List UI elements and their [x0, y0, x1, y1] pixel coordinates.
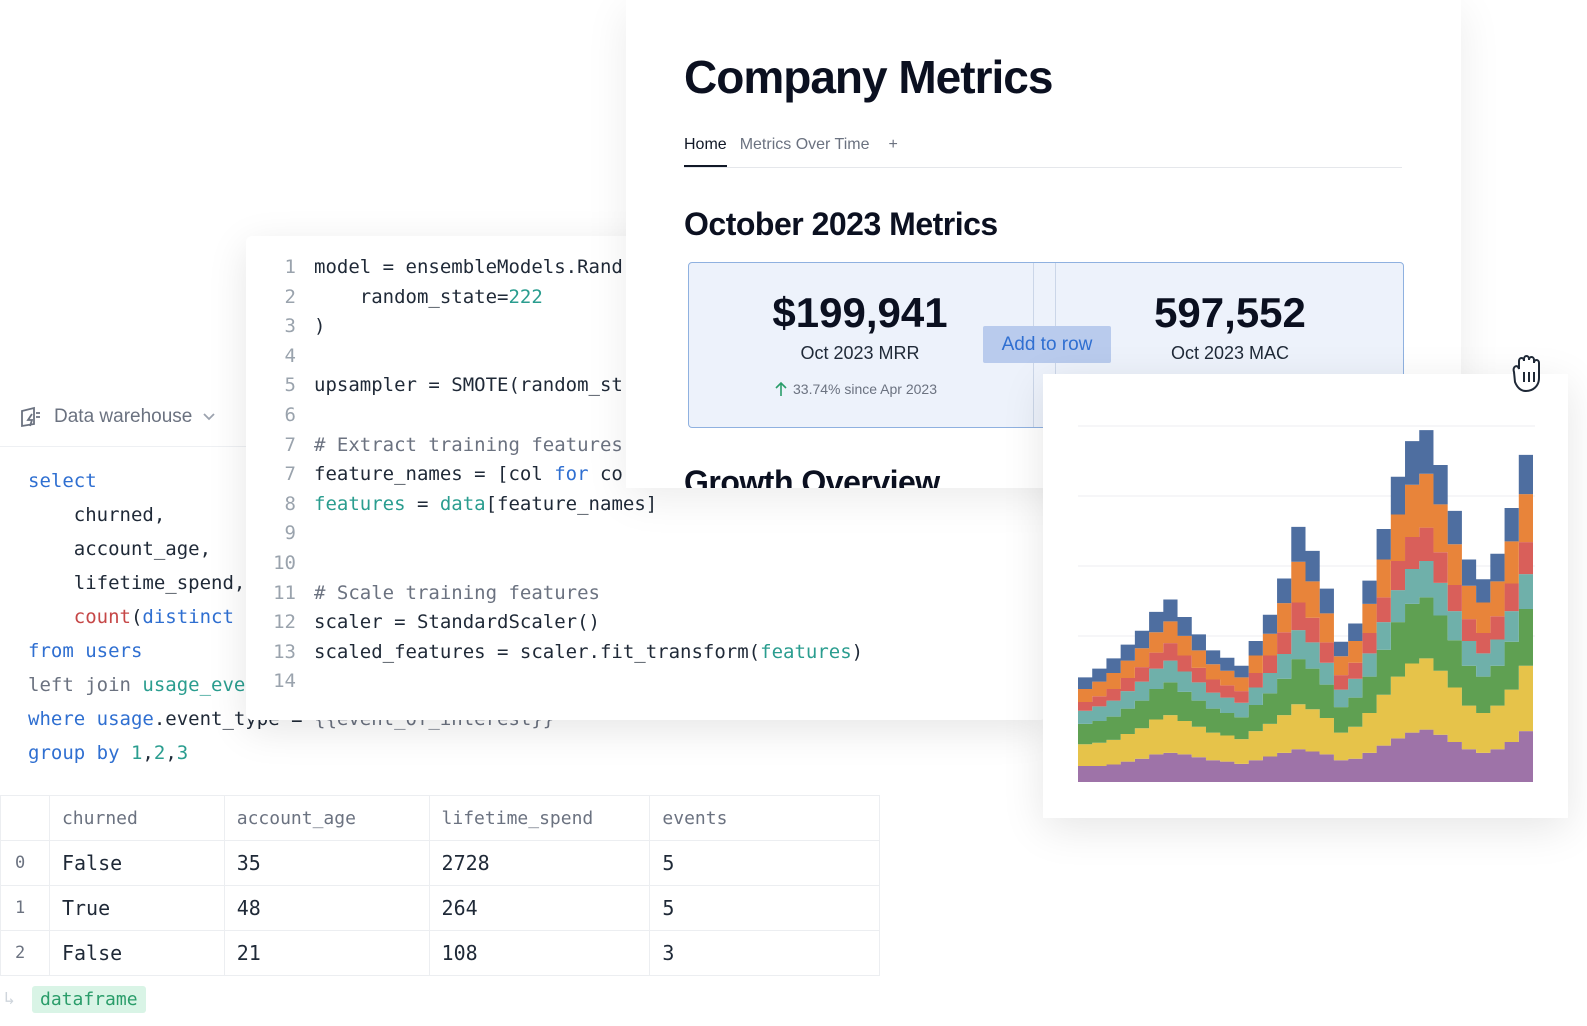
column-header[interactable]: events [649, 795, 880, 841]
page-title: Company Metrics [684, 51, 1053, 103]
code-line: features = data[feature_names] [314, 492, 658, 515]
area-series-4 [1078, 561, 1533, 724]
chevron-down-icon [203, 413, 216, 421]
table-header-row: churned account_age lifetime_spend event… [0, 795, 880, 841]
index-header [0, 795, 50, 841]
return-arrow-icon: ↳ [4, 988, 15, 1009]
area-series-2 [1078, 658, 1533, 767]
code-line: scaler = StandardScaler() [314, 611, 600, 634]
table-cell: 21 [223, 930, 430, 976]
column-header[interactable]: lifetime_spend [428, 795, 651, 841]
row-index: 2 [0, 930, 50, 976]
sql-line: group by 1,2,3 [28, 742, 189, 764]
table-row: 1 True 48 264 5 [0, 885, 880, 931]
database-lightning-icon [21, 406, 40, 428]
code-line: scaled_features = scaler.fit_transform(f… [314, 640, 864, 663]
code-line: ) [314, 315, 326, 338]
line-number: 1 [284, 256, 296, 278]
line-number: 9 [284, 522, 296, 545]
sql-line: churned, [28, 504, 166, 526]
table-cell: 2728 [428, 840, 651, 886]
table-cell: False [48, 930, 225, 976]
section-title-growth: Growth Overview [684, 464, 940, 488]
line-number: 7 [284, 433, 296, 456]
row-index: 0 [0, 840, 50, 886]
table-cell: 108 [428, 930, 651, 976]
tab-bar: Home Metrics Over Time + [684, 136, 898, 167]
data-connection-selector[interactable]: Data warehouse [18, 404, 216, 430]
line-number: 13 [273, 640, 296, 663]
line-number: 3 [284, 315, 296, 338]
sql-line: from users [28, 640, 143, 662]
tabs-divider [684, 167, 1402, 168]
kpi-mac-value: 597,552 [1154, 289, 1306, 336]
line-number: 12 [273, 611, 296, 634]
data-connection-label: Data warehouse [54, 406, 193, 427]
table-cell: 264 [428, 885, 651, 931]
column-header[interactable]: churned [48, 795, 225, 841]
kpi-mac-label: Oct 2023 MAC [1170, 343, 1290, 363]
code-line: model = ensembleModels.Rand [314, 256, 623, 278]
table-cell: True [48, 885, 225, 931]
code-line: # Scale training features [314, 581, 600, 604]
row-index: 1 [0, 885, 50, 931]
tab-metrics-over-time[interactable]: Metrics Over Time [739, 136, 870, 153]
table-row: 0 False 35 2728 5 [0, 840, 880, 886]
area-series-3 [1078, 597, 1533, 745]
tab-home[interactable]: Home [684, 136, 727, 167]
table-cell: 5 [649, 840, 880, 886]
table-cell: False [48, 840, 225, 886]
code-line: upsampler = SMOTE(random_st [314, 374, 623, 397]
kpi-mrr-label: Oct 2023 MRR [800, 343, 920, 363]
sql-line: lifetime_spend, [28, 572, 246, 594]
add-to-row-button[interactable]: Add to row [983, 326, 1111, 363]
sql-line: count(distinct [73, 606, 234, 628]
dataframe-output-tag[interactable]: dataframe [32, 986, 146, 1013]
table-cell: 48 [223, 885, 430, 931]
line-number: 11 [273, 581, 296, 604]
table-row: 2 False 21 108 3 [0, 930, 880, 976]
grab-hand-icon[interactable] [1506, 352, 1550, 396]
line-number: 14 [273, 670, 296, 693]
code-line: # Extract training features [314, 433, 623, 456]
sql-line: select [28, 470, 97, 492]
kpi-delta: 33.74% since Apr 2023 [775, 381, 937, 397]
arrow-up-icon [775, 381, 787, 396]
line-number: 4 [284, 344, 296, 367]
section-title: October 2023 Metrics [684, 206, 998, 242]
sql-line: account_age, [28, 538, 212, 560]
chart-card[interactable] [1043, 374, 1568, 818]
kpi-mrr-value: $199,941 [772, 289, 948, 336]
line-number: 8 [284, 492, 296, 515]
dataframe-table: churned account_age lifetime_spend event… [0, 795, 880, 976]
code-line: random_state=222 [314, 285, 543, 308]
line-number: 6 [284, 404, 296, 426]
area-series-1 [1078, 729, 1533, 782]
line-number: 7 [284, 463, 296, 486]
sql-line: left join usage_eve [28, 674, 246, 696]
line-number: 2 [284, 285, 296, 308]
line-number: 5 [284, 374, 296, 397]
table-cell: 5 [649, 885, 880, 931]
area-series-7 [1078, 430, 1533, 689]
stacked-area-chart [1078, 425, 1535, 782]
column-header[interactable]: account_age [223, 795, 430, 841]
kpi-delta-text: 33.74% since Apr 2023 [793, 381, 937, 397]
table-cell: 35 [223, 840, 430, 886]
add-tab-button[interactable]: + [888, 136, 898, 153]
line-number: 10 [273, 552, 296, 574]
code-line: feature_names = [col for co [314, 463, 623, 486]
table-cell: 3 [649, 930, 880, 976]
